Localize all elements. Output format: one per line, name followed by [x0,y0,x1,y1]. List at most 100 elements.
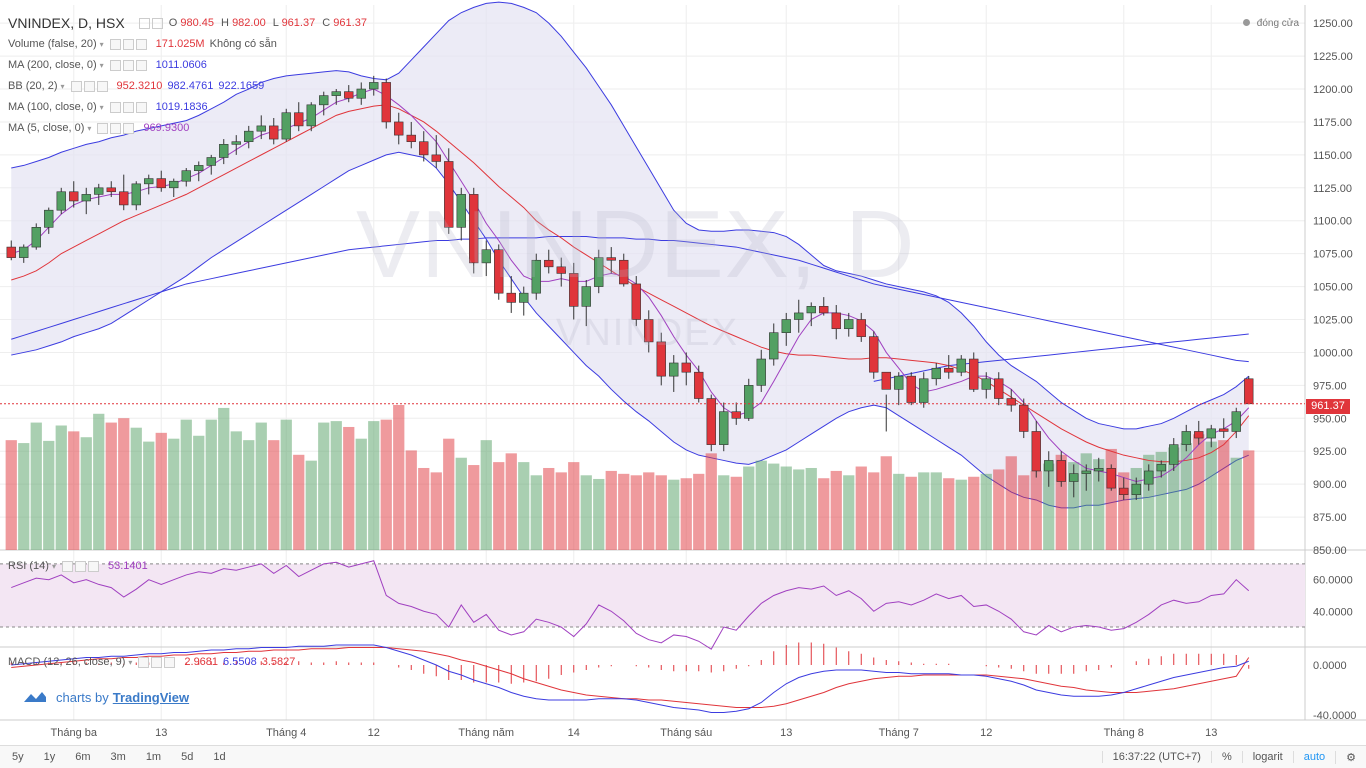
volume-bar [180,419,192,550]
eye-icon[interactable] [109,59,121,71]
chart-canvas[interactable]: 1250.00 1225.00 1200.00 1175.00 1150.00 1125.… [0,0,1366,746]
eye-icon[interactable] [70,80,82,92]
volume-bar [305,460,317,550]
legend-buttons[interactable] [97,122,135,134]
chevron-down-icon[interactable]: ▾ [128,657,133,667]
gear-icon[interactable] [83,80,95,92]
legend-buttons[interactable] [109,38,148,50]
chevron-down-icon[interactable]: ▾ [99,39,104,49]
close-icon[interactable] [96,80,108,92]
volume-bar [1180,443,1192,550]
eye-icon[interactable] [138,656,150,668]
close-icon[interactable] [135,59,147,71]
eye-icon[interactable] [97,122,109,134]
timeframe-5d[interactable]: 5d [181,751,194,763]
gear-icon[interactable] [151,656,163,668]
legend-buttons[interactable] [70,80,109,92]
candle-body [844,319,854,330]
gear-icon[interactable] [151,17,163,29]
tradingview-link[interactable]: TradingView [112,689,190,705]
rsi-tick-label: 60.0000 [1313,575,1353,587]
volume-bar [618,473,630,550]
candle-body [1056,460,1066,482]
price-tick-label: 1225.00 [1313,51,1353,63]
close-icon[interactable] [87,560,99,572]
candle-body [631,283,641,320]
candle-body [981,378,991,390]
volume-bar [1143,454,1155,550]
timeframe-1m[interactable]: 1m [145,751,162,763]
gear-icon[interactable] [110,122,122,134]
candle-body [331,91,341,96]
legend-buttons[interactable] [138,656,176,668]
candle-body [1106,468,1116,489]
gear-icon[interactable] [74,560,86,572]
candle-body [244,130,254,143]
rsi-line [11,560,1250,650]
eye-icon[interactable] [109,101,121,113]
timeframe-6m[interactable]: 6m [75,751,91,763]
price-tick-label: 1250.00 [1313,18,1353,30]
log-toggle[interactable]: logarit [1241,751,1293,763]
auto-toggle[interactable]: auto [1292,751,1335,763]
chevron-down-icon[interactable]: ▾ [99,60,104,70]
chevron-down-icon[interactable]: ▾ [60,81,65,91]
legend-volume[interactable]: Volume (false, 20) ▾ 171.025M Không có s… [8,38,277,50]
volume-bar [5,440,17,550]
price-tick-label: 950.00 [1313,413,1347,425]
candle-body [919,378,929,403]
legend-buttons[interactable] [61,560,100,572]
legend-rsi[interactable]: RSI (14) ▾ 53.1401 [8,560,148,572]
candle-body [356,88,366,99]
legend-buttons[interactable] [109,101,148,113]
rsi-tick-label: 40.0000 [1313,606,1353,618]
time-tick-label: Tháng 4 [266,727,306,739]
timeframe-1d[interactable]: 1d [213,751,226,763]
chevron-down-icon[interactable]: ▾ [99,102,104,112]
gear-icon[interactable] [122,38,134,50]
close-icon[interactable] [135,101,147,113]
tradingview-branding[interactable]: charts by TradingView [22,689,189,705]
timeframe-5y[interactable]: 5y [12,751,24,763]
candle-body [694,371,704,399]
price-tick-label: 1075.00 [1313,249,1353,261]
candle-body [556,266,566,274]
time-tick-label: 12 [368,727,380,739]
volume-bar [105,422,117,550]
legend-bb[interactable]: BB (20, 2) ▾ 952.3210 982.4761 922.1659 [8,80,265,92]
close-icon[interactable] [164,656,176,668]
candle-body [294,112,304,127]
legend-ma200[interactable]: MA (200, close, 0) ▾ 1011.0606 [8,59,207,71]
volume-bar [193,435,205,550]
legend-macd[interactable]: MACD (12, 26, close, 9) ▾ 2.9681 6.5508 … [8,656,296,668]
gear-icon[interactable] [122,101,134,113]
gear-icon[interactable] [122,59,134,71]
timeframe-1y[interactable]: 1y [43,751,56,763]
legend-ma5[interactable]: MA (5, close, 0) ▾ 969.9300 [8,122,190,134]
legend-ma100[interactable]: MA (100, close, 0) ▾ 1019.1836 [8,101,208,113]
bollinger-lower-line [11,151,1249,509]
timeframe-3m[interactable]: 3m [110,751,126,763]
eye-icon[interactable] [109,38,121,50]
candle-body [869,336,879,373]
ma5-line [11,88,1250,483]
close-icon[interactable] [135,38,147,50]
close-icon[interactable] [123,122,135,134]
volume-bar [718,475,730,550]
eye-icon[interactable] [138,17,150,29]
candle-body [319,95,329,106]
legend-buttons[interactable] [109,59,148,71]
chevron-down-icon[interactable]: ▾ [87,123,92,133]
candle-body [381,82,391,123]
gear-icon[interactable]: ⚙ [1335,750,1366,764]
chevron-down-icon[interactable]: ▾ [51,561,56,571]
percent-toggle[interactable]: % [1210,751,1242,763]
candle-body [419,141,429,156]
volume-bar [318,422,330,550]
candle-body [881,371,891,390]
candle-body [819,306,829,314]
candle-body [581,286,591,307]
symbol-buttons[interactable] [138,17,163,29]
eye-icon[interactable] [61,560,73,572]
candle-body [444,161,454,228]
